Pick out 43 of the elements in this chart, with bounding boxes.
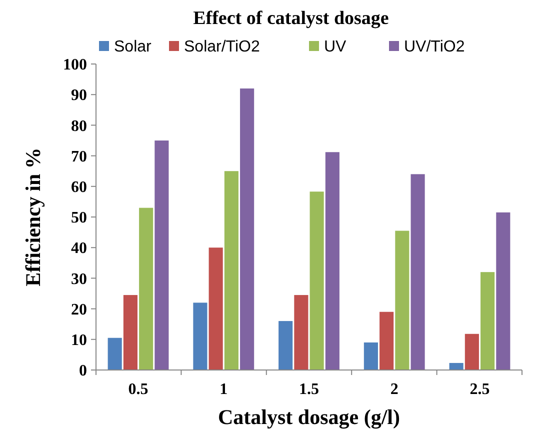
bar (224, 171, 238, 370)
y-tick-label: 70 (71, 148, 87, 166)
bar (464, 334, 479, 370)
bar (294, 295, 308, 370)
bar (410, 174, 425, 370)
bar (108, 338, 122, 370)
y-tick-label: 100 (63, 56, 87, 74)
legend-label: Solar/TiO2 (184, 38, 260, 56)
bar (310, 192, 324, 370)
bar (496, 212, 510, 370)
y-axis-title: Efficiency in % (21, 148, 45, 286)
x-tick-label: 2 (390, 381, 398, 398)
y-tick-label: 0 (79, 362, 87, 380)
y-tick-label: 40 (71, 240, 87, 258)
y-tick-label: 60 (71, 179, 87, 196)
bar (139, 208, 154, 370)
bar (240, 88, 254, 370)
bar (325, 152, 340, 370)
y-tick-label: 30 (71, 270, 87, 288)
bar (380, 312, 394, 370)
y-tick-label: 90 (71, 87, 87, 104)
chart-title: Effect of catalyst dosage (193, 8, 389, 29)
bar (123, 295, 138, 370)
x-tick-label: 2.5 (470, 381, 490, 398)
y-tick-label: 50 (71, 210, 87, 227)
legend-label: UV/TiO2 (404, 38, 465, 56)
y-tick-label: 80 (71, 118, 87, 135)
bar (208, 248, 223, 370)
y-tick-label: 20 (71, 301, 87, 318)
bar (449, 362, 464, 370)
x-tick-label: 0.5 (128, 381, 148, 398)
bar (364, 342, 378, 370)
y-tick-label: 10 (71, 332, 87, 349)
bar (154, 140, 169, 370)
bar (193, 302, 208, 370)
bar (395, 230, 410, 370)
bar (480, 272, 495, 370)
x-tick-label: 1.5 (299, 381, 319, 398)
legend-label: Solar (114, 38, 152, 56)
legend-label: UV (324, 38, 347, 56)
bar (278, 321, 293, 370)
x-tick-label: 1 (220, 381, 228, 398)
x-axis-title: Catalyst dosage (g/l) (218, 405, 400, 429)
